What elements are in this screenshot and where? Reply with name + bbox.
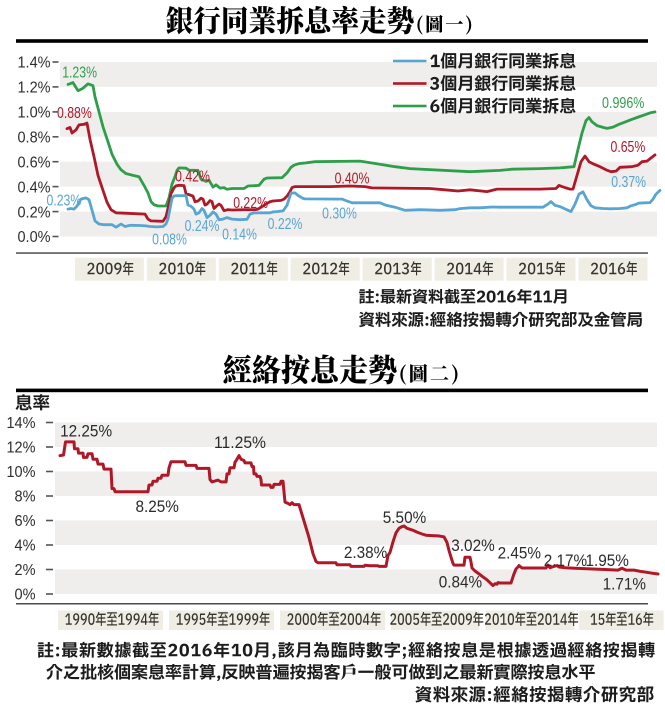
svg-text:11.25%: 11.25% bbox=[214, 434, 266, 452]
svg-text:1.0%: 1.0% bbox=[18, 105, 51, 122]
svg-text:0.37%: 0.37% bbox=[611, 174, 646, 191]
svg-text:8.25%: 8.25% bbox=[136, 498, 179, 516]
svg-text:0.65%: 0.65% bbox=[611, 139, 646, 156]
svg-text:0.88%: 0.88% bbox=[57, 105, 92, 122]
svg-text:4%: 4% bbox=[15, 538, 36, 555]
svg-text:0.14%: 0.14% bbox=[222, 226, 257, 243]
svg-text:0.0%: 0.0% bbox=[18, 229, 51, 246]
svg-text:0.23%: 0.23% bbox=[47, 193, 82, 210]
svg-text:0.6%: 0.6% bbox=[18, 154, 51, 171]
svg-text:0.08%: 0.08% bbox=[152, 231, 187, 248]
svg-text:0.4%: 0.4% bbox=[18, 179, 51, 196]
svg-text:0.84%: 0.84% bbox=[439, 573, 482, 591]
svg-text:14%: 14% bbox=[7, 415, 36, 432]
svg-text:0.2%: 0.2% bbox=[18, 204, 51, 221]
svg-text:0.30%: 0.30% bbox=[322, 206, 357, 223]
svg-text:0.24%: 0.24% bbox=[185, 218, 220, 235]
svg-text:1.4%: 1.4% bbox=[18, 55, 51, 72]
svg-text:10%: 10% bbox=[7, 464, 36, 481]
svg-text:1.2%: 1.2% bbox=[18, 80, 51, 97]
svg-text:2%: 2% bbox=[15, 562, 36, 579]
svg-text:5.50%: 5.50% bbox=[383, 509, 426, 527]
svg-text:0%: 0% bbox=[15, 587, 36, 604]
svg-text:0.42%: 0.42% bbox=[175, 169, 210, 186]
svg-text:2.38%: 2.38% bbox=[344, 544, 387, 562]
svg-text:0.996%: 0.996% bbox=[602, 95, 644, 112]
svg-text:12.25%: 12.25% bbox=[60, 422, 112, 440]
svg-text:2.45%: 2.45% bbox=[498, 545, 541, 563]
svg-text:0.40%: 0.40% bbox=[335, 170, 370, 187]
svg-text:1.95%: 1.95% bbox=[586, 552, 629, 570]
svg-text:1.71%: 1.71% bbox=[603, 576, 646, 594]
svg-text:1.23%: 1.23% bbox=[62, 65, 97, 82]
svg-text:2.17%: 2.17% bbox=[544, 552, 587, 570]
svg-text:0.22%: 0.22% bbox=[233, 195, 268, 212]
svg-text:3.02%: 3.02% bbox=[451, 537, 494, 555]
svg-text:12%: 12% bbox=[7, 440, 36, 457]
svg-text:8%: 8% bbox=[15, 489, 36, 506]
svg-text:6%: 6% bbox=[15, 513, 36, 530]
svg-text:0.22%: 0.22% bbox=[268, 216, 303, 233]
svg-text:0.8%: 0.8% bbox=[18, 130, 51, 147]
